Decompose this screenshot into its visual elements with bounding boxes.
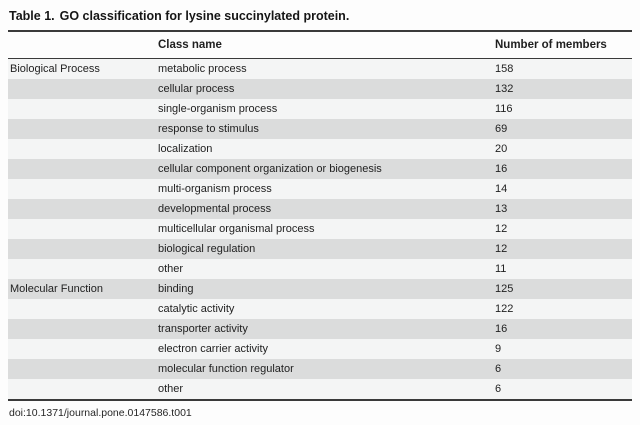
table-row: other 6 <box>8 379 632 399</box>
class-name-cell: binding <box>158 283 194 295</box>
class-name-cell: multicellular organismal process <box>158 223 315 235</box>
members-cell: 16 <box>495 323 508 335</box>
table-row: cellular process 132 <box>8 79 632 99</box>
members-cell: 12 <box>495 243 508 255</box>
category-cell: Molecular Function <box>10 283 103 295</box>
table-row: biological regulation 12 <box>8 239 632 259</box>
members-cell: 69 <box>495 123 508 135</box>
category-cell: Biological Process <box>10 63 100 75</box>
table-title-text: GO classification for lysine succinylate… <box>59 9 350 23</box>
class-name-cell: metabolic process <box>158 63 247 75</box>
table-row: catalytic activity 122 <box>8 299 632 319</box>
header-number-of-members: Number of members <box>495 39 607 51</box>
members-cell: 116 <box>495 103 513 115</box>
class-name-cell: response to stimulus <box>158 123 259 135</box>
table-title: Table 1. GO classification for lysine suc… <box>8 7 632 30</box>
table-row: cellular component organization or bioge… <box>8 159 632 179</box>
members-cell: 132 <box>495 83 514 95</box>
table-row: transporter activity 16 <box>8 319 632 339</box>
members-cell: 122 <box>495 303 514 315</box>
class-name-cell: catalytic activity <box>158 303 235 315</box>
members-cell: 12 <box>495 223 508 235</box>
table-header-row: Class name Number of members <box>8 30 632 59</box>
table-row: electron carrier activity 9 <box>8 339 632 359</box>
class-name-cell: localization <box>158 143 213 155</box>
table-row: localization 20 <box>8 139 632 159</box>
class-name-cell: cellular component organization or bioge… <box>158 163 382 175</box>
header-class-name: Class name <box>158 39 222 51</box>
members-cell: 11 <box>495 263 507 275</box>
members-cell: 158 <box>495 63 514 75</box>
class-name-cell: cellular process <box>158 83 235 95</box>
class-name-cell: other <box>158 383 184 395</box>
class-name-cell: other <box>158 263 184 275</box>
table-row: single-organism process 116 <box>8 99 632 119</box>
class-name-cell: biological regulation <box>158 243 256 255</box>
table-row: molecular function regulator 6 <box>8 359 632 379</box>
members-cell: 6 <box>495 383 502 395</box>
table-body: Biological Process metabolic process 158… <box>8 59 632 401</box>
members-cell: 13 <box>495 203 508 215</box>
class-name-cell: multi-organism process <box>158 183 272 195</box>
members-cell: 16 <box>495 163 508 175</box>
table-row: multicellular organismal process 12 <box>8 219 632 239</box>
class-name-cell: single-organism process <box>158 103 278 115</box>
table-title-label: Table 1. <box>9 9 55 23</box>
members-cell: 20 <box>495 143 508 155</box>
go-classification-table: Class name Number of members Biological … <box>8 30 632 401</box>
table-row: other 11 <box>8 259 632 279</box>
members-cell: 9 <box>495 343 502 355</box>
table-row: response to stimulus 69 <box>8 119 632 139</box>
table-row: Molecular Function binding 125 <box>8 279 632 299</box>
class-name-cell: developmental process <box>158 203 272 215</box>
class-name-cell: electron carrier activity <box>158 343 269 355</box>
table-row: multi-organism process 14 <box>8 179 632 199</box>
doi-line: doi:10.1371/journal.pone.0147586.t001 <box>9 407 192 419</box>
class-name-cell: molecular function regulator <box>158 363 294 375</box>
members-cell: 125 <box>495 283 514 295</box>
table-row: Biological Process metabolic process 158 <box>8 59 632 79</box>
class-name-cell: transporter activity <box>158 323 248 335</box>
table-row: developmental process 13 <box>8 199 632 219</box>
members-cell: 14 <box>495 183 508 195</box>
members-cell: 6 <box>495 363 502 375</box>
